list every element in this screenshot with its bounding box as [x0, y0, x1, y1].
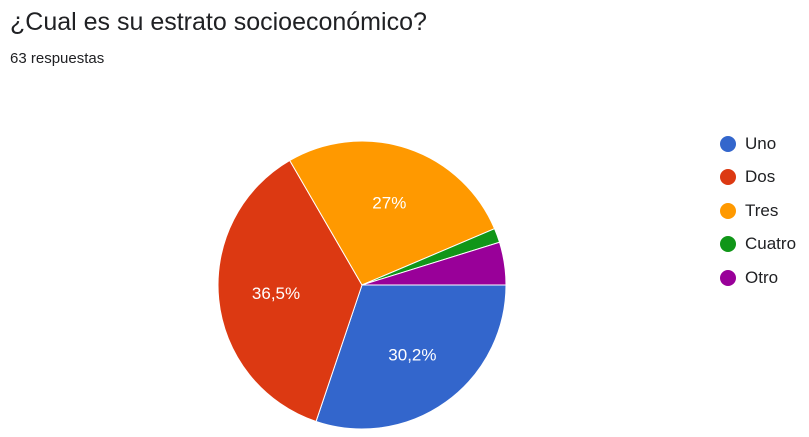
legend-item-cuatro[interactable]: Cuatro: [720, 228, 796, 262]
legend-label-uno: Uno: [745, 133, 777, 153]
legend-swatch-tres: [720, 202, 736, 219]
pie-slice-dos[interactable]: [217, 159, 363, 423]
legend: Uno Dos Tres Cuatro Otro: [720, 127, 796, 295]
legend-label-tres: Tres: [745, 200, 779, 220]
legend-label-cuatro: Cuatro: [745, 234, 797, 254]
chart-title: ¿Cual es su estrato socioeconómico?: [10, 8, 427, 36]
legend-label-otro: Otro: [745, 267, 779, 287]
legend-item-dos[interactable]: Dos: [720, 161, 796, 195]
pie-slice-uno[interactable]: [315, 284, 507, 430]
legend-swatch-cuatro: [720, 236, 736, 253]
legend-label-dos: Dos: [745, 167, 776, 187]
pie-slices: [217, 140, 507, 430]
legend-swatch-uno: [720, 135, 736, 152]
legend-item-uno[interactable]: Uno: [720, 127, 796, 161]
slice-label-uno: 30,2%: [388, 346, 436, 365]
legend-swatch-dos: [720, 169, 736, 186]
legend-item-tres[interactable]: Tres: [720, 194, 796, 228]
response-count: 63 respuestas: [10, 50, 105, 67]
legend-swatch-otro: [720, 269, 736, 286]
pie-slice-otro[interactable]: [361, 241, 507, 286]
legend-item-otro[interactable]: Otro: [720, 261, 796, 295]
pie-slice-tres[interactable]: [289, 140, 496, 286]
slice-label-tres: 27%: [372, 194, 406, 213]
slice-label-dos: 36,5%: [252, 284, 300, 303]
pie-slice-labels: 30,2% 36,5% 27%: [252, 194, 437, 365]
